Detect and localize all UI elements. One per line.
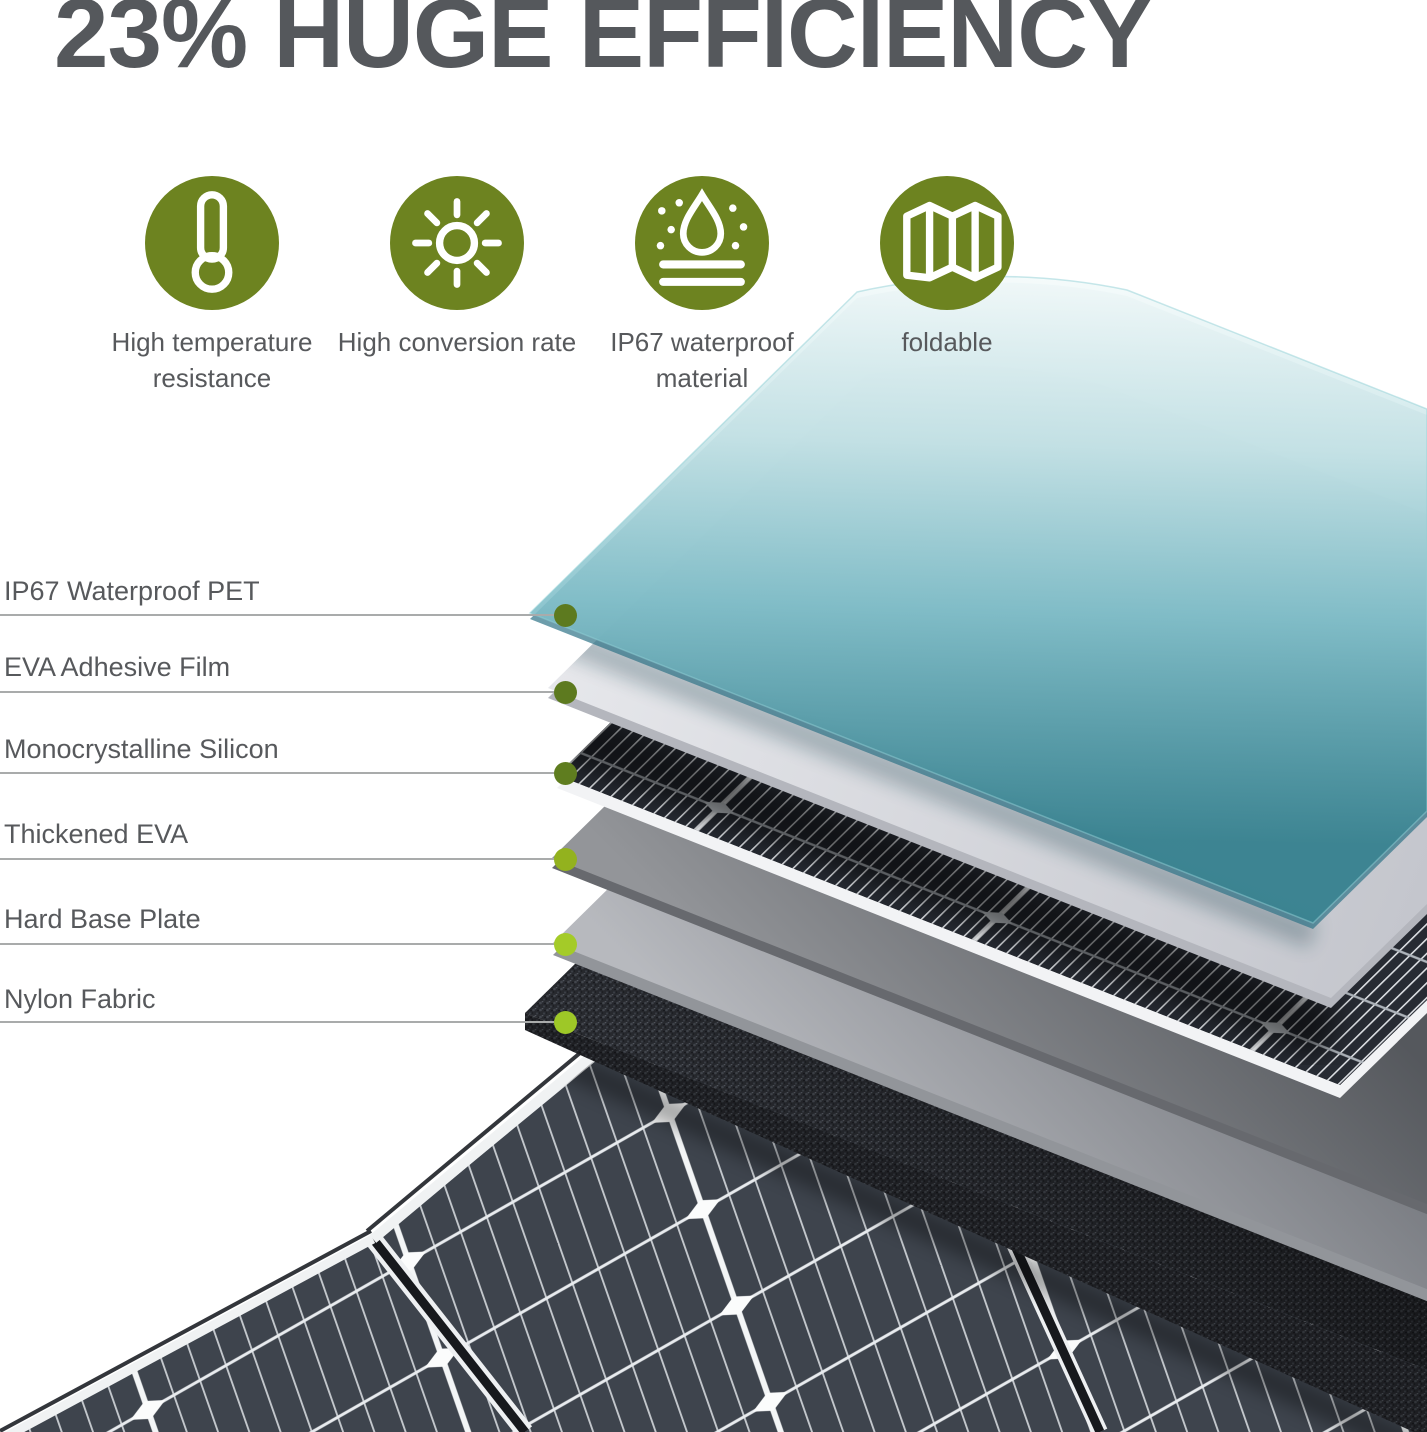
feature-label: High conversion rate [337,327,577,357]
silicon-layer [557,442,1427,1098]
layer-dot [554,762,577,785]
feature-label: High temperature resistance [111,327,313,394]
leader-line [0,943,554,945]
sun-icon [390,176,524,310]
layer-label-thick-eva: Thickened EVA [4,819,189,849]
leader-line [0,614,554,616]
eva-film-layer [548,365,1427,1008]
layer-dot [554,681,577,704]
water-drop-icon [635,176,769,310]
layer-dot [554,933,577,956]
layer-label-eva-film: EVA Adhesive Film [4,652,231,682]
feature-high-conversion: High conversion rate [325,176,589,360]
layer-dot [554,848,577,871]
feature-waterproof: IP67 waterproof material [570,176,834,397]
leader-line [0,1021,554,1023]
feature-label: IP67 waterproof material [610,327,794,394]
layer-label-base-plate: Hard Base Plate [4,904,201,934]
page-title: 23% HUGE EFFICIENCY [54,0,1152,88]
layer-dot [554,604,577,627]
folded-map-icon [880,176,1014,310]
leader-line [0,691,554,693]
layer-label-silicon: Monocrystalline Silicon [4,734,279,764]
layer-label-pet: IP67 Waterproof PET [4,576,260,606]
layer-dot [554,1011,577,1034]
feature-high-temperature: High temperature resistance [80,176,344,397]
feature-label: foldable [901,327,993,357]
feature-foldable: foldable [815,176,1079,360]
layer-label-nylon: Nylon Fabric [4,984,156,1014]
panel-photo [0,800,1427,1432]
leader-line [0,858,554,860]
leader-line [0,772,554,774]
thermometer-icon [145,176,279,310]
